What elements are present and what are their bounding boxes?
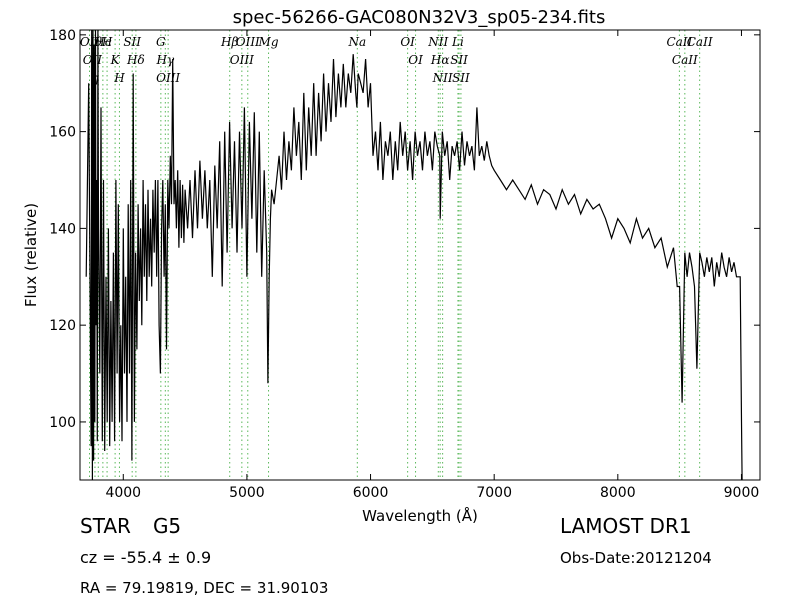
y-tick-label-0: 100 (49, 415, 76, 431)
emission-line-markers (89, 30, 701, 480)
line-marker-label-14: OIII (230, 53, 254, 67)
line-marker-label-21: Hα (430, 53, 450, 67)
line-marker-label-17: Na (347, 35, 366, 49)
chart-title: spec-56266-GAC080N32V3_sp05-234.fits (233, 7, 606, 28)
line-marker-label-13: Hβ (220, 35, 238, 49)
object-classification: STAR G5 (80, 514, 181, 538)
y-tick-label-2: 140 (49, 221, 76, 237)
line-marker-label-18: OI (400, 35, 415, 49)
line-marker-label-28: CaII (687, 35, 713, 49)
object-subclass: G5 (152, 514, 182, 538)
line-marker-label-19: OI (408, 53, 423, 67)
line-marker-label-22: NII (432, 71, 453, 85)
line-marker-label-10: G (156, 35, 166, 49)
line-marker-label-12: OIII (156, 71, 180, 85)
object-class: STAR (80, 514, 131, 538)
x-tick-label-2: 6000 (353, 485, 389, 501)
line-marker-label-23: Li (451, 35, 464, 49)
line-marker-label-11: Hγ (155, 53, 174, 67)
x-tick-label-1: 5000 (229, 485, 265, 501)
plot-frame (79, 29, 761, 481)
line-marker-label-8: SII (123, 35, 141, 49)
x-tick-label-3: 7000 (476, 485, 512, 501)
line-marker-label-24: SII (450, 53, 468, 67)
observation-date: Obs-Date:20121204 (560, 549, 712, 567)
y-tick-label-4: 180 (49, 28, 76, 44)
line-marker-label-9: Hδ (126, 53, 145, 67)
spectrum-line (85, 29, 743, 481)
line-marker-label-7: H (113, 71, 125, 85)
line-marker-label-27: CaII (672, 53, 698, 67)
line-marker-label-25: SII (452, 71, 470, 85)
x-axis-label: Wavelength (Å) (362, 506, 478, 525)
x-tick-label-5: 9000 (724, 485, 760, 501)
x-tick-label-4: 8000 (600, 485, 636, 501)
line-marker-label-15: OIII (236, 35, 260, 49)
x-tick-label-0: 4000 (105, 485, 141, 501)
y-tick-label-1: 120 (49, 318, 76, 334)
y-axis-ticks: 100 120 140 160 180 (49, 28, 760, 431)
survey-name: LAMOST DR1 (560, 514, 692, 538)
line-marker-label-26: CaII (666, 35, 692, 49)
redshift-value: cz = -55.4 ± 0.9 (80, 548, 212, 567)
y-axis-label: Flux (relative) (22, 203, 40, 307)
x-axis-ticks: 4000 5000 6000 7000 8000 9000 (105, 30, 759, 501)
line-marker-label-20: NII (427, 35, 448, 49)
line-marker-label-5: H (101, 35, 113, 49)
coordinates: RA = 79.19819, DEC = 31.90103 (80, 579, 329, 597)
line-marker-label-6: K (110, 53, 121, 67)
line-marker-label-16: Mg (258, 35, 279, 49)
y-tick-label-3: 160 (49, 125, 76, 141)
